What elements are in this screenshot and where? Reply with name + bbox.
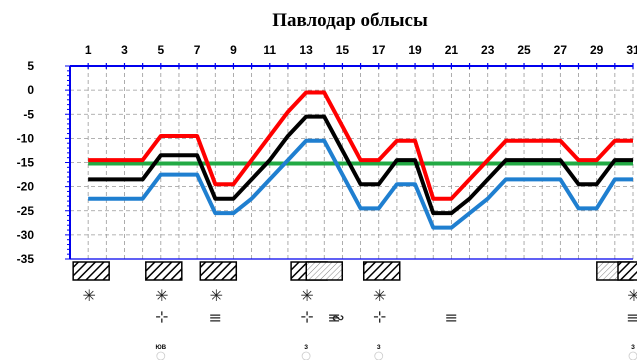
y-tick-label: -20 [17, 180, 35, 194]
wind-direction-label: ЮВ [156, 345, 167, 351]
wind-dial-icon [628, 351, 637, 360]
x-tick-label: 3 [121, 43, 128, 57]
x-tick-label: 7 [194, 43, 201, 57]
x-tick-labels: 1 3 5 7 9 11 13 15 17 19 21 23 25 27 29 31 [85, 43, 637, 57]
wind-arrow-icon: ⊹ [373, 307, 386, 326]
fog-icon: ≡ [626, 308, 637, 327]
cloud-block-icon [72, 261, 110, 281]
snow-icon: ✳ [300, 286, 313, 305]
fog-icon: ≡ [328, 308, 341, 327]
cloud-block-icon [199, 261, 238, 281]
wind-arrow-icon: ⊹ [155, 307, 168, 326]
x-tick-label: 13 [299, 43, 313, 57]
y-tick-label: 0 [27, 83, 34, 97]
series-line [88, 90, 633, 201]
y-tick-labels: 5 0 -5 -10 -15 -20 -25 -30 -35 [17, 59, 35, 266]
fog-icon: ≡ [445, 308, 458, 327]
x-tick-label: 19 [408, 43, 422, 57]
x-tick-label: 9 [230, 43, 237, 57]
axes [65, 63, 634, 260]
snow-icon: ✳ [627, 286, 637, 305]
series-line [88, 138, 633, 230]
wind-direction-label: З [377, 345, 381, 351]
y-tick-label: -5 [23, 107, 34, 121]
x-tick-label: 31 [626, 43, 637, 57]
x-tick-label: 5 [157, 43, 164, 57]
blizzard-icon: ∾ [331, 308, 344, 327]
chart-title: Павлодар облысы [272, 10, 428, 31]
fog-icon: ≡ [209, 308, 222, 327]
x-tick-label: 1 [85, 43, 92, 57]
cloud-block-icon [617, 261, 637, 281]
x-tick-label: 15 [336, 43, 350, 57]
x-tick-label: 23 [481, 43, 495, 57]
wind-direction-label: З [631, 345, 635, 351]
wind-direction-label: З [304, 345, 308, 351]
partly-cloud-block-icon [305, 261, 344, 281]
wind-arrow-icon: ⊹ [300, 307, 313, 326]
x-tick-label: 11 [263, 43, 276, 57]
weather-symbols: ✳ ✳ ✳ ✳ ✳ ✳⊹ ⊹ ⊹∾≡ ≡ ≡ ≡ЮВ З З З [72, 261, 637, 360]
series-line [88, 114, 633, 216]
x-tick-label: 27 [554, 43, 568, 57]
y-tick-label: -30 [17, 228, 35, 242]
cloud-block-icon [362, 261, 401, 281]
snow-icon: ✳ [373, 286, 386, 305]
wind-dial-icon [156, 351, 166, 360]
x-tick-label: 21 [445, 43, 459, 57]
x-tick-label: 25 [517, 43, 531, 57]
snow-icon: ✳ [82, 286, 95, 305]
y-tick-label: -10 [17, 131, 35, 145]
y-tick-label: -25 [17, 204, 35, 218]
x-tick-label: 17 [372, 43, 386, 57]
series-lines [88, 90, 633, 230]
snow-icon: ✳ [155, 286, 168, 305]
x-tick-label: 29 [590, 43, 604, 57]
wind-dial-icon [301, 351, 311, 360]
wind-dial-icon [374, 351, 384, 360]
cloud-block-icon [145, 261, 183, 281]
y-tick-label: -15 [17, 156, 35, 170]
y-tick-label: 5 [27, 59, 34, 73]
snow-icon: ✳ [210, 286, 223, 305]
y-tick-label: -35 [17, 252, 35, 266]
